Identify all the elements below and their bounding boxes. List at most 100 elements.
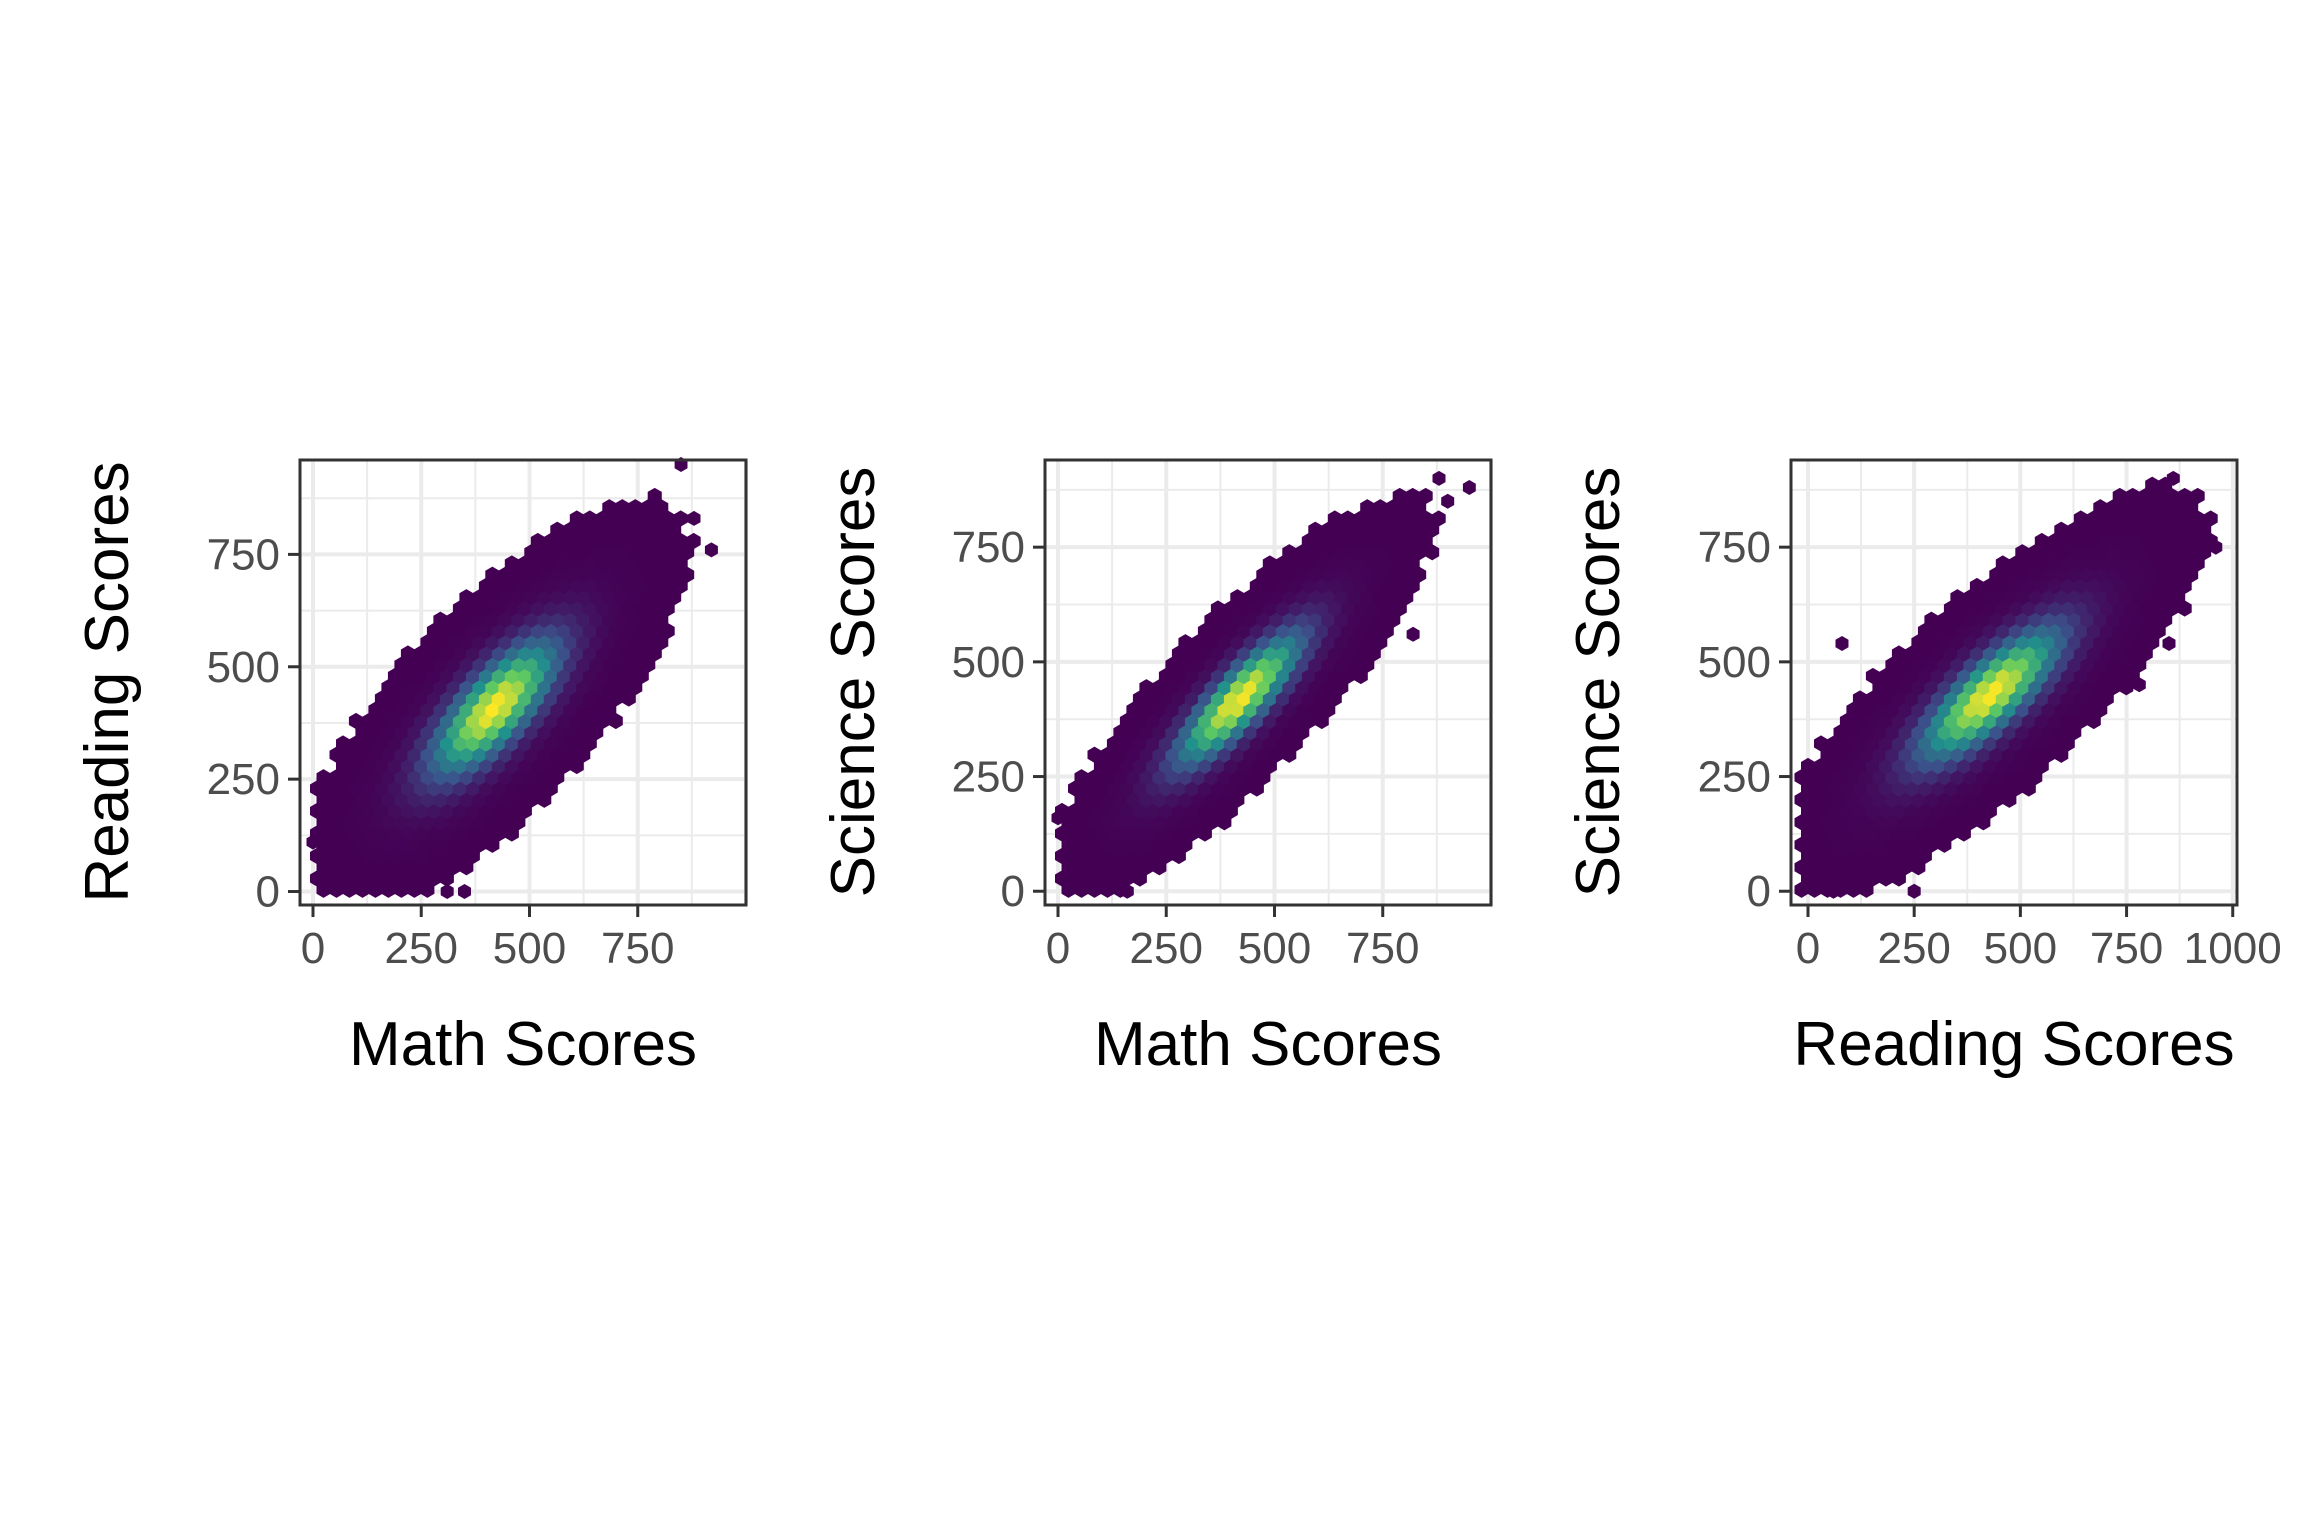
hexbin-cell <box>1963 746 1978 763</box>
hexbin-cell <box>2138 600 2153 617</box>
hexbin-cell <box>2002 679 2017 696</box>
hexbin-cell <box>1217 656 1232 673</box>
hexbin-cell <box>517 667 532 685</box>
hexbin-cell <box>1872 701 1887 718</box>
hexbin-cell <box>1989 746 2004 763</box>
hexbin-cell <box>1976 679 1991 696</box>
hexbin-cell <box>1236 645 1251 662</box>
hexbin-cell <box>2028 634 2043 651</box>
hexbin-cell <box>323 825 337 842</box>
hexbin-cell <box>1314 555 1329 572</box>
hexbin-cell <box>387 780 402 797</box>
hexbin-cell <box>1943 712 1958 730</box>
hexbin-cell <box>550 566 565 583</box>
hexbin-cell <box>1301 532 1316 550</box>
hexbin-cell <box>660 622 675 640</box>
hexbin-cell <box>1262 735 1277 752</box>
hexbin-cell <box>2073 532 2088 550</box>
hexbin-cell <box>1807 859 1822 876</box>
hexbin-cell <box>2164 532 2179 550</box>
hexbin-cell <box>1295 589 1310 606</box>
hexbin-cell <box>1152 701 1167 718</box>
hexbin-cell <box>1093 757 1108 775</box>
hexbin-cell <box>478 757 493 775</box>
hexbin-cell <box>1982 667 1997 685</box>
hexbin-cell <box>1995 780 2010 797</box>
hexbin-cell <box>1256 769 1271 786</box>
hexbin-cell <box>1930 667 1945 685</box>
hexbin-cell <box>1327 645 1342 662</box>
hexbin-cell <box>1158 780 1173 797</box>
hexbin-cell <box>478 735 493 752</box>
hexbin-cell <box>491 645 506 662</box>
hexbin-cell <box>394 881 409 898</box>
hexbin-cell <box>1055 870 1069 887</box>
hexbin-cell <box>2060 712 2075 730</box>
hexbin-cell <box>336 870 350 887</box>
hexbin-cell <box>1904 712 1919 730</box>
hexbin-cell <box>2151 577 2166 595</box>
hexbin-cell <box>485 769 500 786</box>
hexbin-cell <box>2073 645 2088 662</box>
hexbin-cell <box>1405 487 1420 505</box>
hexbin-cell <box>1081 870 1095 887</box>
hexbin-cell <box>1158 825 1173 842</box>
hexbin-cell <box>1924 724 1939 741</box>
hexbin-cell <box>1243 701 1258 718</box>
hexbin-cell <box>1171 712 1186 730</box>
hexbin-cell <box>1366 645 1381 662</box>
hexbin-cell <box>426 870 441 887</box>
hexbin-cell <box>1126 724 1141 741</box>
hexbin-cell <box>1995 555 2010 572</box>
hexbin-cell <box>1373 566 1388 583</box>
hexbin-cell <box>2209 539 2223 555</box>
hexbin-cell <box>1885 656 1900 673</box>
hexbin-cell <box>602 701 617 718</box>
hexbin-cell <box>1963 814 1978 831</box>
hexbin-cell <box>2119 499 2134 516</box>
hexbin-cell <box>1165 814 1180 831</box>
hexbin-cell <box>1275 735 1290 752</box>
hexbin-cell <box>1282 679 1297 696</box>
hexbin-cell <box>465 645 480 662</box>
hexbin-cell <box>2145 611 2160 628</box>
hexbin-cell <box>2041 746 2056 763</box>
hexbin-cell <box>1061 881 1076 898</box>
hexbin-cell <box>2151 555 2166 572</box>
hexbin-cell <box>1178 724 1193 741</box>
hexbin-cell <box>1989 656 2004 673</box>
hexbin-cell <box>1956 712 1971 730</box>
hexbin-cell <box>491 780 506 797</box>
hexbin-cell <box>2008 645 2023 662</box>
hexbin-cell <box>517 690 532 707</box>
hexbin-cell <box>342 791 357 808</box>
hexbin-cell <box>1275 667 1290 685</box>
hexbin-cell <box>1976 746 1991 763</box>
hexbin-cell <box>1120 883 1134 899</box>
hexbin-cell <box>2008 600 2023 617</box>
hexbin-cell <box>2028 746 2043 763</box>
x-tick-label: 750 <box>1346 924 1419 973</box>
hexbin-cell <box>1820 769 1835 786</box>
hexbin-cell <box>2125 622 2140 640</box>
hexbin-cell <box>1924 634 1939 651</box>
hexbin-cell <box>1184 780 1199 797</box>
hexbin-cell <box>2073 622 2088 640</box>
hexbin-cell <box>2093 544 2108 561</box>
hexbin-cell <box>1924 611 1939 628</box>
hexbin-cell <box>2132 544 2147 561</box>
hexbin-cell <box>660 577 675 595</box>
hexbin-cell <box>1794 814 1809 831</box>
hexbin-cell <box>1288 645 1303 662</box>
hexbin-cell <box>1321 589 1336 606</box>
hexbin-cell <box>524 701 539 718</box>
hexbin-cell <box>2086 645 2101 662</box>
hexbin-cell <box>1386 566 1401 583</box>
hexbin-cell <box>1126 859 1141 876</box>
hexbin-cell <box>556 555 571 572</box>
hexbin-cell <box>680 566 695 583</box>
hexbin-cell <box>1236 712 1251 730</box>
hexbin-cell <box>361 825 376 842</box>
hexbin-cell <box>1230 701 1245 718</box>
hexbin-cell <box>1262 645 1277 662</box>
